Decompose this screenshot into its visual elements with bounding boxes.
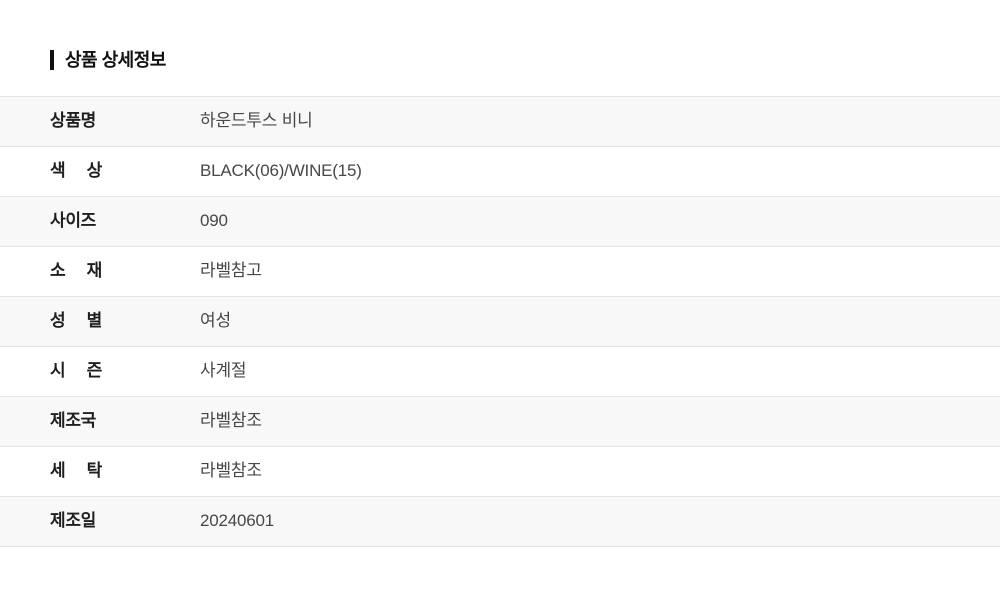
product-detail-table: 상품명 하운드투스 비니 색 상 BLACK(06)/WINE(15) 사이즈 … (0, 96, 1000, 547)
table-row: 사이즈 090 (0, 197, 1000, 247)
table-row: 세 탁 라벨참조 (0, 447, 1000, 497)
row-value: 20240601 (200, 511, 275, 531)
section-header: 상품 상세정보 (50, 50, 166, 70)
table-row: 시 즌 사계절 (0, 347, 1000, 397)
row-label: 색 상 (50, 161, 102, 181)
row-label: 제조일 (50, 511, 97, 531)
row-value: 사계절 (200, 361, 247, 381)
table-row: 색 상 BLACK(06)/WINE(15) (0, 147, 1000, 197)
row-value: BLACK(06)/WINE(15) (200, 161, 362, 181)
row-value: 라벨참고 (200, 261, 262, 281)
row-label: 제조국 (50, 411, 97, 431)
table-row: 상품명 하운드투스 비니 (0, 97, 1000, 147)
row-value: 라벨참조 (200, 411, 262, 431)
table-row: 성 별 여성 (0, 297, 1000, 347)
table-row: 제조일 20240601 (0, 497, 1000, 547)
row-value: 하운드투스 비니 (200, 111, 313, 131)
row-value: 라벨참조 (200, 461, 262, 481)
row-value: 090 (200, 211, 228, 231)
table-row: 제조국 라벨참조 (0, 397, 1000, 447)
row-label: 시 즌 (50, 361, 102, 381)
row-label: 상품명 (50, 111, 97, 131)
title-accent-bar (50, 50, 54, 70)
row-label: 성 별 (50, 311, 102, 331)
row-label: 사이즈 (50, 211, 97, 231)
table-row: 소 재 라벨참고 (0, 247, 1000, 297)
row-label: 세 탁 (50, 461, 102, 481)
section-title: 상품 상세정보 (65, 50, 166, 70)
row-label: 소 재 (50, 261, 102, 281)
row-value: 여성 (200, 311, 231, 331)
